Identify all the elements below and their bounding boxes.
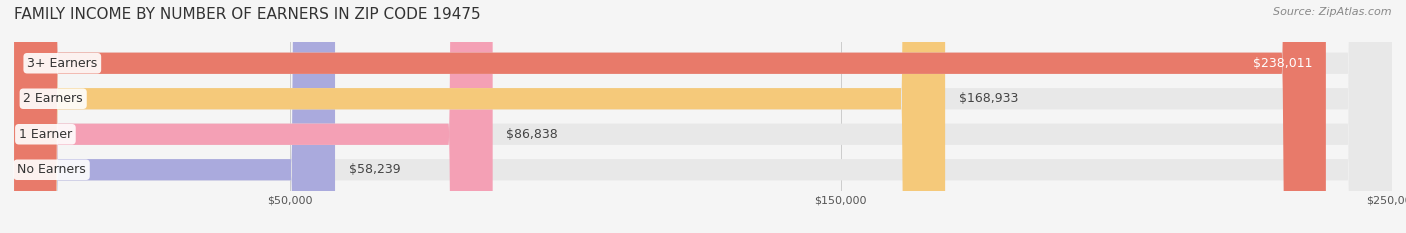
Text: FAMILY INCOME BY NUMBER OF EARNERS IN ZIP CODE 19475: FAMILY INCOME BY NUMBER OF EARNERS IN ZI… [14,7,481,22]
Text: $58,239: $58,239 [349,163,401,176]
Text: $168,933: $168,933 [959,92,1018,105]
Text: 3+ Earners: 3+ Earners [27,57,97,70]
Text: 2 Earners: 2 Earners [24,92,83,105]
FancyBboxPatch shape [14,0,1392,233]
Text: $238,011: $238,011 [1253,57,1312,70]
FancyBboxPatch shape [14,0,1392,233]
FancyBboxPatch shape [14,0,492,233]
Text: $86,838: $86,838 [506,128,558,141]
Text: No Earners: No Earners [17,163,86,176]
FancyBboxPatch shape [14,0,1326,233]
FancyBboxPatch shape [14,0,945,233]
FancyBboxPatch shape [14,0,1392,233]
Text: 1 Earner: 1 Earner [18,128,72,141]
FancyBboxPatch shape [14,0,1392,233]
Text: Source: ZipAtlas.com: Source: ZipAtlas.com [1274,7,1392,17]
FancyBboxPatch shape [14,0,335,233]
